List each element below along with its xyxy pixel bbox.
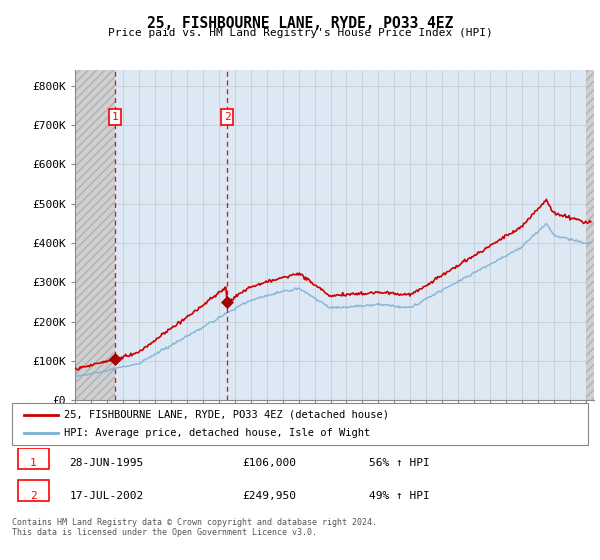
Text: Price paid vs. HM Land Registry's House Price Index (HPI): Price paid vs. HM Land Registry's House … <box>107 28 493 38</box>
Bar <box>75 70 115 400</box>
Text: 2: 2 <box>224 112 231 122</box>
Text: 1: 1 <box>112 112 118 122</box>
Text: 2: 2 <box>30 491 37 501</box>
Text: Contains HM Land Registry data © Crown copyright and database right 2024.
This d: Contains HM Land Registry data © Crown c… <box>12 518 377 538</box>
Text: HPI: Average price, detached house, Isle of Wight: HPI: Average price, detached house, Isle… <box>64 428 370 438</box>
Text: 25, FISHBOURNE LANE, RYDE, PO33 4EZ (detached house): 25, FISHBOURNE LANE, RYDE, PO33 4EZ (det… <box>64 409 389 419</box>
FancyBboxPatch shape <box>18 480 49 501</box>
Text: 1: 1 <box>30 459 37 469</box>
Text: 25, FISHBOURNE LANE, RYDE, PO33 4EZ: 25, FISHBOURNE LANE, RYDE, PO33 4EZ <box>147 16 453 31</box>
Text: 49% ↑ HPI: 49% ↑ HPI <box>369 491 430 501</box>
Bar <box>586 70 600 400</box>
FancyBboxPatch shape <box>18 447 49 469</box>
Text: £106,000: £106,000 <box>242 459 296 469</box>
FancyBboxPatch shape <box>12 403 588 445</box>
Text: £249,950: £249,950 <box>242 491 296 501</box>
Text: 28-JUN-1995: 28-JUN-1995 <box>70 459 144 469</box>
Text: 17-JUL-2002: 17-JUL-2002 <box>70 491 144 501</box>
Text: 56% ↑ HPI: 56% ↑ HPI <box>369 459 430 469</box>
